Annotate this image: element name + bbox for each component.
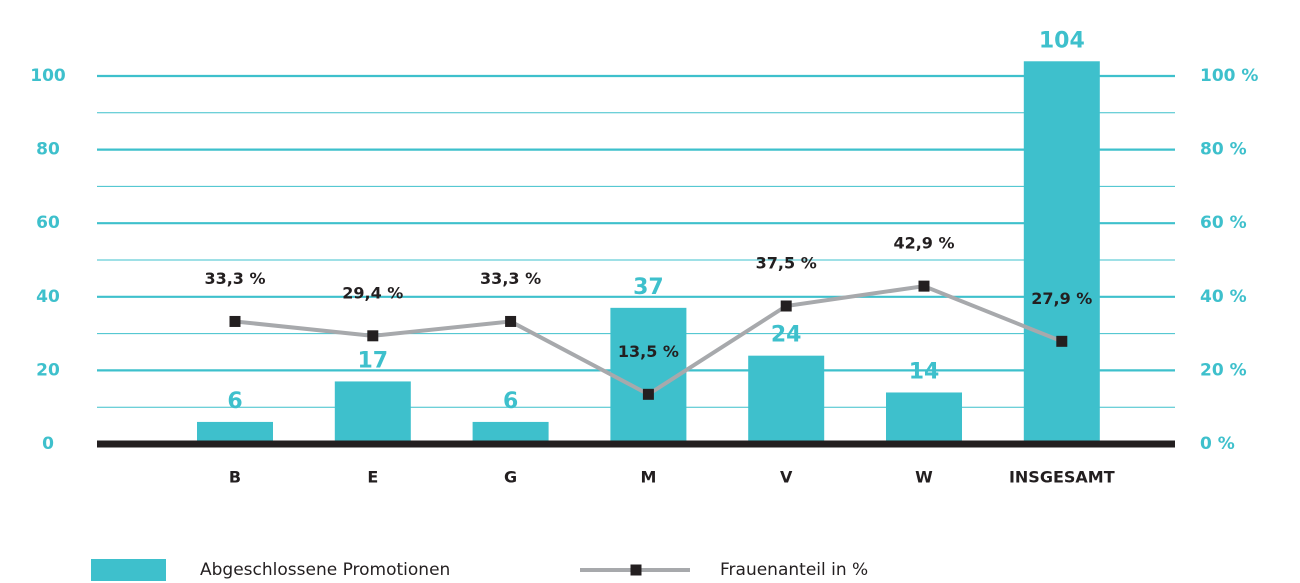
legend-label: Abgeschlossene Promotionen	[200, 560, 450, 580]
x-tick-label: G	[504, 468, 517, 487]
line-value-label: 27,9 %	[1031, 289, 1092, 308]
line-marker	[642, 388, 654, 400]
y2-tick-label: 80 %	[1200, 140, 1247, 160]
line-value-label: 29,4 %	[342, 283, 403, 302]
legend-swatch	[91, 559, 166, 581]
line-value-label: 33,3 %	[204, 269, 265, 288]
x-tick-label: W	[915, 468, 933, 487]
line-value-label: 13,5 %	[618, 342, 679, 361]
line-marker	[780, 300, 792, 312]
y2-tick-label: 0 %	[1200, 434, 1235, 454]
bar	[1023, 61, 1100, 444]
bar-value-label: 17	[357, 348, 388, 373]
line-marker	[229, 315, 241, 327]
bar-value-label: 24	[771, 323, 802, 348]
bar-value-label: 14	[909, 359, 940, 384]
line-marker	[918, 280, 930, 292]
bar-value-label: 6	[227, 389, 242, 414]
legend-marker	[630, 564, 642, 576]
bar	[472, 421, 549, 444]
y2-tick-label: 60 %	[1200, 213, 1247, 233]
bar	[748, 355, 825, 444]
line-marker	[1056, 335, 1068, 347]
y-tick-label: 0	[42, 434, 54, 454]
bar-value-label: 104	[1039, 28, 1085, 53]
y2-tick-label: 40 %	[1200, 287, 1247, 307]
y-tick-label: 100	[30, 66, 66, 86]
bar	[197, 421, 273, 444]
y-tick-label: 20	[36, 360, 60, 380]
y-tick-label: 40	[36, 287, 60, 307]
x-tick-label: E	[367, 468, 378, 487]
line-marker	[367, 330, 379, 342]
bar	[886, 392, 962, 444]
bar-value-label: 37	[633, 275, 664, 300]
line-value-label: 37,5 %	[756, 254, 817, 273]
legend-label: Frauenanteil in %	[720, 560, 868, 580]
x-tick-label: INSGESAMT	[1009, 468, 1115, 487]
x-tick-label: B	[229, 468, 241, 487]
line-value-label: 42,9 %	[893, 234, 954, 253]
x-tick-label: M	[640, 468, 656, 487]
y2-tick-label: 100 %	[1200, 66, 1258, 86]
line-marker	[505, 315, 517, 327]
y2-tick-label: 20 %	[1200, 360, 1247, 380]
y-tick-label: 80	[36, 140, 60, 160]
x-tick-label: V	[780, 468, 793, 487]
y-tick-label: 60	[36, 213, 60, 233]
bar-value-label: 6	[503, 389, 518, 414]
line-value-label: 33,3 %	[480, 269, 541, 288]
bar	[334, 381, 411, 444]
